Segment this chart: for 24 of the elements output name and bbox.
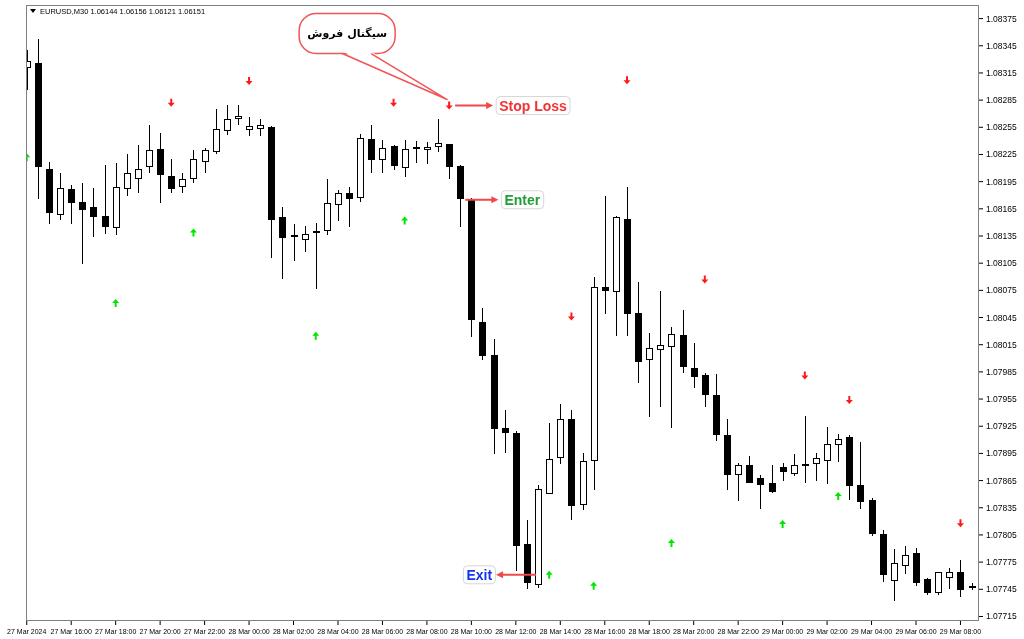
ytick-label: 1.07775: [986, 557, 1017, 568]
ytick-label: 1.08195: [986, 176, 1017, 187]
ytick-label: 1.08135: [986, 231, 1017, 241]
ytick-label: 1.08255: [986, 122, 1017, 133]
ytick-label: 1.08075: [986, 285, 1017, 296]
ytick-label: 1.08225: [986, 149, 1017, 160]
ytick-label: 1.07895: [986, 448, 1017, 459]
ytick-label: 1.07955: [986, 394, 1017, 405]
ytick-label: 1.07745: [986, 584, 1017, 595]
ytick-label: 1.08105: [986, 258, 1017, 269]
callout-text: سیگنال فروش: [307, 27, 388, 41]
ytick-label: 1.08015: [986, 339, 1017, 350]
ytick-label: 1.08285: [986, 95, 1017, 106]
ytick-label: 1.08375: [986, 13, 1017, 24]
ytick-label: 1.08315: [986, 67, 1017, 78]
ytick-label: 1.07835: [986, 502, 1017, 513]
ytick-label: 1.08045: [986, 312, 1017, 323]
ytick-label: 1.07985: [986, 366, 1017, 377]
ytick-label: 1.07805: [986, 529, 1017, 540]
ytick-label: 1.07925: [986, 421, 1017, 432]
ytick-label: 1.08165: [986, 203, 1017, 214]
ytick-label: 1.07715: [986, 611, 1017, 622]
ytick-label: 1.07865: [986, 475, 1017, 486]
ytick-label: 1.08345: [986, 40, 1017, 51]
